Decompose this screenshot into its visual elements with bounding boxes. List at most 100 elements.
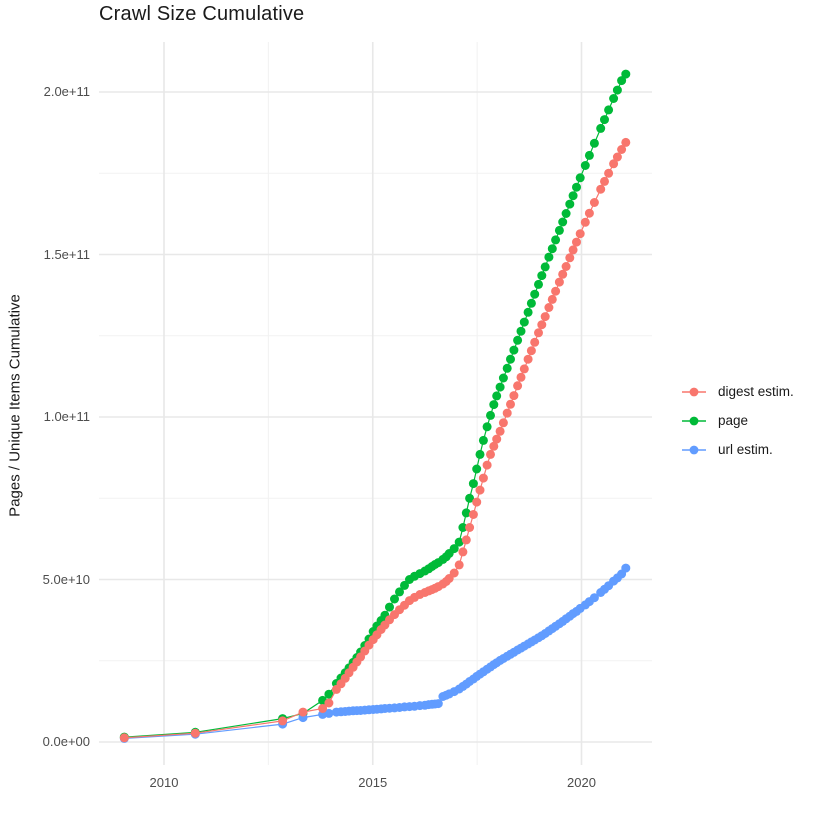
data-point — [551, 235, 561, 245]
data-point — [537, 271, 547, 281]
data-point — [565, 253, 575, 263]
y-tick-label: 5.0e+10 — [42, 571, 90, 587]
y-tick-label: 1.0e+11 — [43, 409, 90, 424]
legend-item-url-estim: url estim. — [681, 435, 794, 464]
data-point — [547, 294, 557, 304]
data-point — [584, 208, 594, 218]
data-point — [513, 381, 523, 391]
data-point — [513, 335, 523, 345]
data-point — [482, 460, 492, 470]
data-point — [458, 547, 468, 557]
data-point — [530, 337, 540, 347]
data-point — [558, 269, 568, 279]
data-point — [575, 173, 585, 183]
legend-item-page: page — [681, 406, 794, 435]
data-point — [119, 733, 129, 743]
data-point — [472, 497, 482, 507]
data-point — [492, 391, 502, 401]
data-point — [516, 372, 526, 382]
legend: digest estim. page url estim. — [681, 377, 794, 464]
x-tick-label: 2020 — [567, 775, 596, 790]
data-point — [475, 485, 485, 495]
data-point — [540, 312, 550, 322]
data-point — [568, 245, 578, 255]
data-point — [561, 262, 571, 271]
data-point — [509, 345, 519, 355]
data-point — [519, 317, 529, 327]
data-point — [544, 303, 554, 312]
data-point — [498, 373, 508, 383]
data-point — [600, 176, 609, 186]
data-point — [621, 137, 631, 147]
data-point — [523, 307, 533, 317]
data-point — [544, 252, 554, 262]
legend-key-point — [689, 445, 699, 454]
data-point — [318, 704, 328, 713]
data-point — [523, 354, 533, 364]
series-line-digest-estim- — [124, 142, 627, 739]
data-point — [612, 152, 622, 162]
chart-title: Crawl Size Cumulative — [99, 3, 305, 25]
data-point — [478, 473, 488, 483]
data-point — [468, 479, 478, 489]
data-point — [621, 563, 631, 573]
data-point — [604, 168, 614, 178]
data-point — [509, 391, 519, 401]
data-point — [395, 587, 404, 597]
data-point — [534, 279, 543, 289]
data-point — [454, 537, 464, 547]
data-point — [465, 523, 475, 532]
x-tick-label: 2010 — [149, 775, 179, 790]
data-point — [489, 400, 499, 410]
data-point — [492, 434, 502, 444]
legend-key-point — [689, 416, 699, 425]
data-point — [468, 510, 478, 519]
data-point — [465, 493, 475, 503]
data-point — [558, 217, 568, 227]
data-point — [580, 161, 590, 170]
data-point — [565, 199, 575, 209]
data-point — [454, 560, 464, 570]
data-point — [324, 708, 334, 718]
data-point — [506, 399, 515, 409]
data-point — [580, 217, 590, 227]
data-point — [278, 716, 288, 726]
legend-key-line-point-icon — [682, 387, 706, 396]
data-point — [526, 346, 536, 356]
data-point — [530, 289, 540, 299]
legend-item-label: digest estim. — [718, 384, 794, 399]
data-point — [475, 449, 485, 459]
data-point — [324, 689, 334, 699]
data-point — [609, 159, 619, 169]
data-point — [621, 69, 631, 79]
data-point — [516, 326, 526, 336]
data-point — [554, 277, 564, 287]
data-point — [600, 115, 609, 125]
data-point — [572, 237, 581, 247]
y-tick-label: 0.0e+00 — [42, 734, 90, 749]
data-point — [537, 320, 547, 330]
data-point — [506, 354, 515, 364]
data-point — [190, 728, 200, 738]
data-point — [324, 698, 334, 708]
y-tick-label: 1.5e+11 — [43, 246, 90, 262]
data-point — [554, 225, 564, 235]
data-point — [612, 85, 622, 95]
data-point — [572, 182, 581, 192]
data-point — [551, 286, 561, 296]
legend-item-digest-estim: digest estim. — [681, 377, 794, 406]
data-point — [540, 262, 550, 272]
data-point — [604, 105, 614, 115]
y-axis-title: Pages / Unique Items Cumulative — [6, 294, 24, 517]
data-point — [495, 382, 505, 392]
data-point — [596, 184, 606, 194]
data-point — [486, 449, 495, 459]
data-point — [472, 464, 482, 474]
data-point — [584, 150, 594, 160]
legend-item-label: page — [718, 413, 749, 428]
data-point — [478, 435, 488, 445]
data-point — [385, 602, 394, 612]
legend-key-line-point-icon — [682, 416, 706, 425]
data-point — [502, 408, 512, 418]
